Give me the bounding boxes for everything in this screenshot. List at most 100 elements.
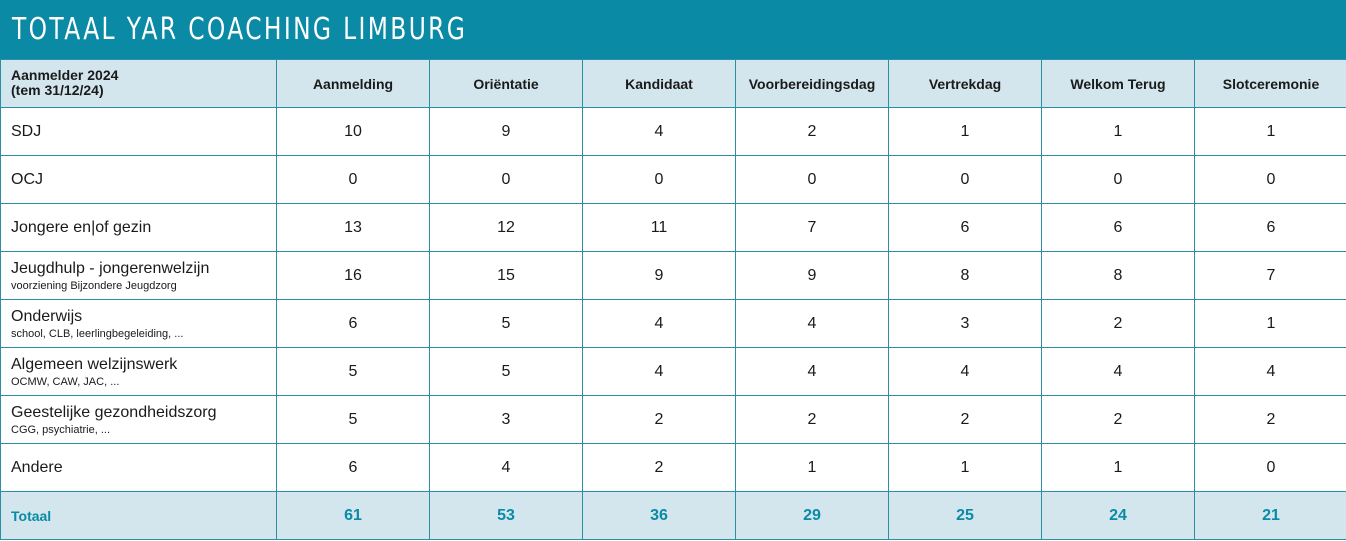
table-cell: 4	[735, 347, 889, 396]
row-label: Geestelijke gezondheidszorg	[11, 403, 217, 421]
header-col: Kandidaat	[582, 59, 736, 108]
table-cell: 1	[888, 107, 1042, 156]
table-cell: 0	[735, 155, 889, 204]
table-cell: 15	[429, 251, 583, 300]
table-cell: 4	[1041, 347, 1195, 396]
table-cell: 7	[1194, 251, 1346, 300]
total-row: Totaal 61 53 36 29 25 24 21	[0, 491, 1346, 540]
table-cell: 1	[1041, 443, 1195, 492]
table-cell: 0	[1194, 155, 1346, 204]
row-label-cell: Algemeen welzijnswerk OCMW, CAW, JAC, ...	[0, 347, 277, 396]
table-cell: 4	[582, 299, 736, 348]
table-row: OCJ 0 0 0 0 0 0 0	[0, 155, 1346, 204]
header-col: Aanmelding	[276, 59, 430, 108]
header-aanmelder-line2: (tem 31/12/24)	[11, 82, 104, 98]
table-cell: 9	[735, 251, 889, 300]
table-cell: 7	[735, 203, 889, 252]
table-cell: 6	[888, 203, 1042, 252]
table-cell: 0	[1194, 443, 1346, 492]
table-cell: 2	[1194, 395, 1346, 444]
row-sublabel: voorziening Bijzondere Jeugdzorg	[11, 279, 177, 292]
total-cell: 53	[429, 491, 583, 540]
table-cell: 2	[1041, 395, 1195, 444]
table-row: Andere 6 4 2 1 1 1 0	[0, 443, 1346, 492]
total-cell: 24	[1041, 491, 1195, 540]
table-cell: 2	[582, 395, 736, 444]
row-label: Algemeen welzijnswerk	[11, 355, 178, 373]
title-banner: Totaal YAR Coaching Limburg	[0, 0, 1346, 59]
total-cell: 61	[276, 491, 430, 540]
table-cell: 4	[582, 347, 736, 396]
row-label-cell: Onderwijs school, CLB, leerlingbegeleidin…	[0, 299, 277, 348]
total-cell: 29	[735, 491, 889, 540]
table-cell: 2	[1041, 299, 1195, 348]
table-cell: 9	[429, 107, 583, 156]
table-cell: 0	[429, 155, 583, 204]
table-row: Jeugdhulp - jongerenwelzijn voorziening B…	[0, 251, 1346, 300]
row-label: OCJ	[11, 170, 43, 188]
header-col: Slotceremonie	[1194, 59, 1346, 108]
header-row: Aanmelder 2024 (tem 31/12/24) Aanmelding…	[0, 59, 1346, 108]
table-cell: 9	[582, 251, 736, 300]
table-cell: 8	[888, 251, 1042, 300]
table-cell: 4	[735, 299, 889, 348]
table-cell: 3	[888, 299, 1042, 348]
table-cell: 8	[1041, 251, 1195, 300]
table-cell: 4	[1194, 347, 1346, 396]
table-cell: 16	[276, 251, 430, 300]
table-row: Jongere en|of gezin 13 12 11 7 6 6 6	[0, 203, 1346, 252]
table-cell: 1	[1194, 299, 1346, 348]
row-label-cell: Jeugdhulp - jongerenwelzijn voorziening B…	[0, 251, 277, 300]
table-cell: 1	[1041, 107, 1195, 156]
header-col: Vertrekdag	[888, 59, 1042, 108]
table-cell: 5	[276, 395, 430, 444]
row-label-cell: OCJ	[0, 155, 277, 204]
table-cell: 6	[1041, 203, 1195, 252]
table-cell: 6	[276, 443, 430, 492]
row-sublabel: CGG, psychiatrie, ...	[11, 423, 111, 436]
table-cell: 0	[1041, 155, 1195, 204]
table-cell: 12	[429, 203, 583, 252]
table-cell: 6	[276, 299, 430, 348]
table-cell: 13	[276, 203, 430, 252]
table-cell: 2	[582, 443, 736, 492]
table-row: Geestelijke gezondheidszorg CGG, psychiat…	[0, 395, 1346, 444]
header-aanmelder-line1: Aanmelder 2024	[11, 67, 119, 83]
row-sublabel: OCMW, CAW, JAC, ...	[11, 375, 120, 388]
total-cell: 21	[1194, 491, 1346, 540]
table-cell: 6	[1194, 203, 1346, 252]
row-sublabel: school, CLB, leerlingbegeleiding, ...	[11, 327, 184, 340]
header-col: Welkom Terug	[1041, 59, 1195, 108]
header-col: Oriëntatie	[429, 59, 583, 108]
row-label-cell: SDJ	[0, 107, 277, 156]
header-aanmelder: Aanmelder 2024 (tem 31/12/24)	[0, 59, 277, 108]
header-col: Voorbereidingsdag	[735, 59, 889, 108]
table-cell: 10	[276, 107, 430, 156]
row-label: Jeugdhulp - jongerenwelzijn	[11, 259, 210, 277]
row-label: SDJ	[11, 122, 42, 140]
table-cell: 1	[888, 443, 1042, 492]
row-label: Jongere en|of gezin	[11, 218, 152, 236]
table-cell: 1	[735, 443, 889, 492]
total-cell: 25	[888, 491, 1042, 540]
table-row: Onderwijs school, CLB, leerlingbegeleidin…	[0, 299, 1346, 348]
table-cell: 0	[276, 155, 430, 204]
table-cell: 5	[429, 347, 583, 396]
table-cell: 4	[429, 443, 583, 492]
row-label: Onderwijs	[11, 307, 83, 325]
table-cell: 2	[888, 395, 1042, 444]
row-label-cell: Andere	[0, 443, 277, 492]
table-cell: 3	[429, 395, 583, 444]
row-label-cell: Jongere en|of gezin	[0, 203, 277, 252]
data-table: Aanmelder 2024 (tem 31/12/24) Aanmelding…	[0, 59, 1346, 540]
table-cell: 4	[888, 347, 1042, 396]
table-cell: 11	[582, 203, 736, 252]
page-title: Totaal YAR Coaching Limburg	[12, 12, 468, 47]
table-cell: 2	[735, 395, 889, 444]
table-cell: 1	[1194, 107, 1346, 156]
total-cell: 36	[582, 491, 736, 540]
row-label-cell: Geestelijke gezondheidszorg CGG, psychiat…	[0, 395, 277, 444]
row-label: Andere	[11, 458, 63, 476]
table-cell: 2	[735, 107, 889, 156]
table-cell: 4	[582, 107, 736, 156]
